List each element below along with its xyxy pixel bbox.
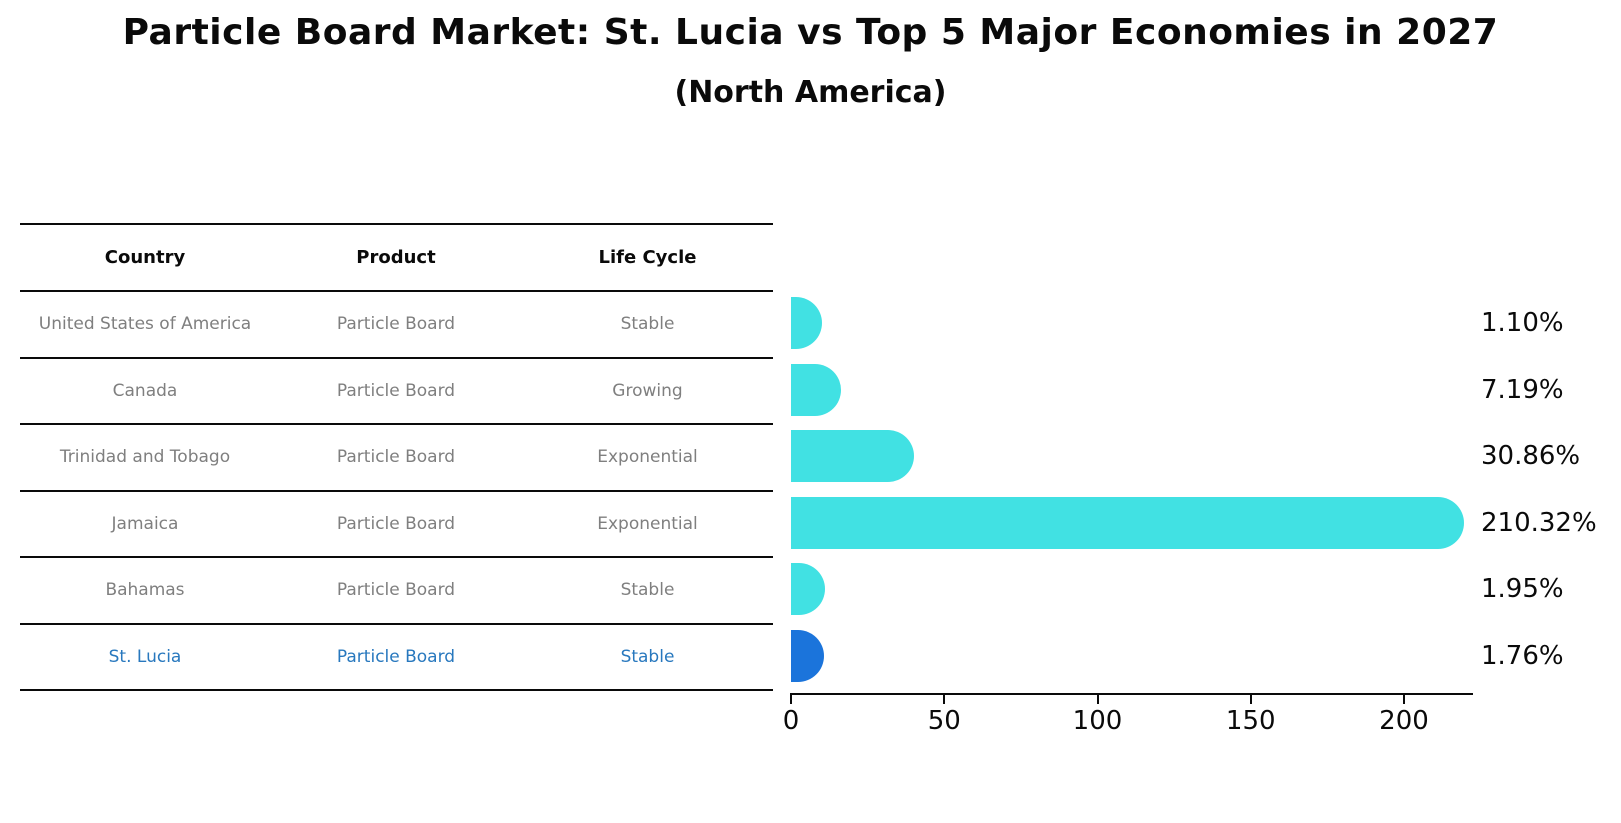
cell-life_cycle: Growing (612, 380, 683, 401)
x-tick-label: 50 (927, 706, 961, 736)
table-row: Bahamas Particle Board Stable (20, 558, 773, 625)
column-header-product: Product (356, 247, 436, 268)
column-header-country: Country (104, 247, 186, 268)
cell-product: Particle Board (336, 580, 456, 601)
bar-jamaica (791, 496, 1464, 549)
bar-st-lucia (791, 629, 825, 682)
chart-subtitle: (North America) (674, 75, 947, 110)
cell-life_cycle: Stable (620, 314, 675, 335)
cell-life_cycle: Exponential (597, 447, 698, 468)
bar-trinidad-and-tobago (791, 430, 914, 483)
cell-country: Jamaica (111, 513, 179, 534)
x-tick-label: 0 (782, 706, 800, 736)
table-row: United States of America Particle Board St… (20, 292, 773, 359)
column-header-life-cycle: Life Cycle (598, 247, 697, 268)
value-label: 30.86% (1481, 441, 1581, 472)
country-table: Country Product Life Cycle United States o… (20, 223, 773, 691)
cell-product: Particle Board (336, 646, 456, 667)
cell-country: Trinidad and Tobago (59, 447, 231, 468)
table-row: Trinidad and Tobago Particle Board Exponen… (20, 425, 773, 492)
cell-country: Bahamas (105, 580, 185, 601)
value-label: 210.32% (1481, 507, 1597, 538)
x-tick-mark (1249, 695, 1252, 704)
bar-bahamas (791, 563, 825, 616)
cell-product: Particle Board (336, 380, 456, 401)
x-tick-mark (790, 695, 792, 704)
x-tick-label: 200 (1379, 706, 1429, 736)
x-tick-label: 150 (1225, 706, 1276, 736)
chart-title: Particle Board Market: St. Lucia vs Top … (122, 12, 1499, 53)
cell-life_cycle: Stable (620, 646, 675, 667)
cell-life_cycle: Stable (620, 580, 675, 601)
value-label: 1.76% (1481, 640, 1564, 671)
x-axis-line (790, 693, 1473, 695)
value-label: 1.10% (1481, 308, 1564, 339)
cell-life_cycle: Exponential (597, 513, 698, 534)
table-body: United States of America Particle Board St… (20, 292, 773, 691)
cell-product: Particle Board (336, 513, 456, 534)
table-row: Canada Particle Board Growing (20, 359, 773, 425)
value-label: 1.95% (1481, 574, 1564, 605)
bar-canada (791, 363, 842, 416)
cell-product: Particle Board (336, 314, 456, 335)
cell-country: St. Lucia (108, 646, 182, 667)
table-row: St. Lucia Particle Board Stable (20, 625, 773, 691)
bar-united-states-of-america (791, 297, 823, 350)
x-tick-mark (1096, 695, 1099, 704)
table-header-row: Country Product Life Cycle (20, 225, 773, 292)
x-tick-mark (943, 695, 946, 704)
x-tick-mark (1403, 695, 1405, 704)
x-tick-label: 100 (1072, 706, 1123, 736)
value-label: 7.19% (1481, 374, 1564, 405)
cell-country: Canada (112, 380, 178, 401)
cell-country: United States of America (38, 314, 252, 335)
cell-product: Particle Board (336, 447, 456, 468)
table-row: Jamaica Particle Board Exponential (20, 492, 773, 558)
